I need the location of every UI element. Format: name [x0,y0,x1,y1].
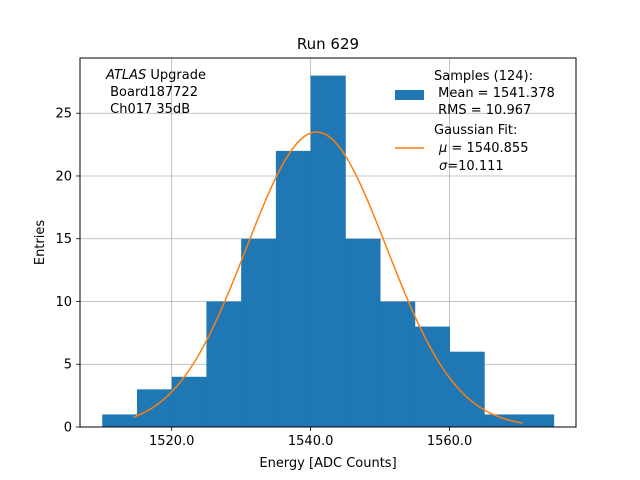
legend-samples-title: Samples (124): [434,69,533,84]
mu-value: = 1540.855 [447,141,528,156]
histogram-bar-2 [171,376,207,427]
sigma-value: =10.111 [447,159,503,174]
histogram-bar-4 [241,238,277,427]
legend-fit-mu: μ = 1540.855 [438,141,528,156]
histogram-bar-12 [519,414,555,427]
x-tick-label-0: 1520.0 [149,434,195,449]
histogram-bar-11 [484,414,520,427]
y-tick-label-4: 20 [55,169,72,184]
histogram-bar-5 [275,150,312,427]
y-tick-label-3: 15 [55,232,72,247]
histogram-bar-10 [449,351,485,427]
plot-frame [79,57,577,428]
legend: Samples (124): Mean = 1541.378 RMS = 10.… [395,69,555,174]
annotation-atlas: ATLAS [105,68,146,83]
legend-samples-rms: RMS = 10.967 [434,103,531,118]
y-tick-label-1: 5 [64,358,72,373]
y-tick-label-5: 25 [55,107,72,122]
gaussian-fit [133,131,523,424]
histogram-bar-6 [310,75,346,428]
axis-ticks: 1520.0 1540.0 1560.0 0 5 10 15 20 25 [55,107,472,449]
histogram-bars [102,75,555,428]
histogram-bar-0 [102,414,138,427]
y-axis-label: Entries [33,220,48,266]
annotation-line-1: ATLAS Upgrade [105,68,206,83]
y-tick-label-0: 0 [64,421,72,436]
chart-title: Run 629 [297,35,359,53]
y-tick-label-2: 10 [55,295,72,310]
histogram-bar-7 [345,238,381,427]
x-tick-label-2: 1560.0 [427,434,473,449]
histogram-bar-3 [206,301,242,427]
annotation-line-3: Ch017 35dB [106,102,190,117]
annotation-upgrade: Upgrade [146,68,206,83]
x-tick-label-1: 1540.0 [288,434,334,449]
histogram-bar-8 [380,301,416,427]
histogram-bar-9 [414,326,450,427]
sigma-symbol: σ [439,159,448,174]
x-axis-label: Energy [ADC Counts] [259,456,396,471]
gaussian-fit-curve [133,131,523,424]
mu-symbol: μ [438,141,447,156]
histogram-bar-1 [136,389,173,427]
legend-fit-title: Gaussian Fit: [434,123,517,138]
legend-swatch-samples [395,90,424,100]
legend-fit-sigma: σ=10.111 [439,159,504,174]
annotation-line-2: Board187722 [106,85,198,100]
legend-samples-mean: Mean = 1541.378 [434,86,555,101]
atlas-annotation: ATLAS Upgrade Board187722 Ch017 35dB [105,68,206,117]
